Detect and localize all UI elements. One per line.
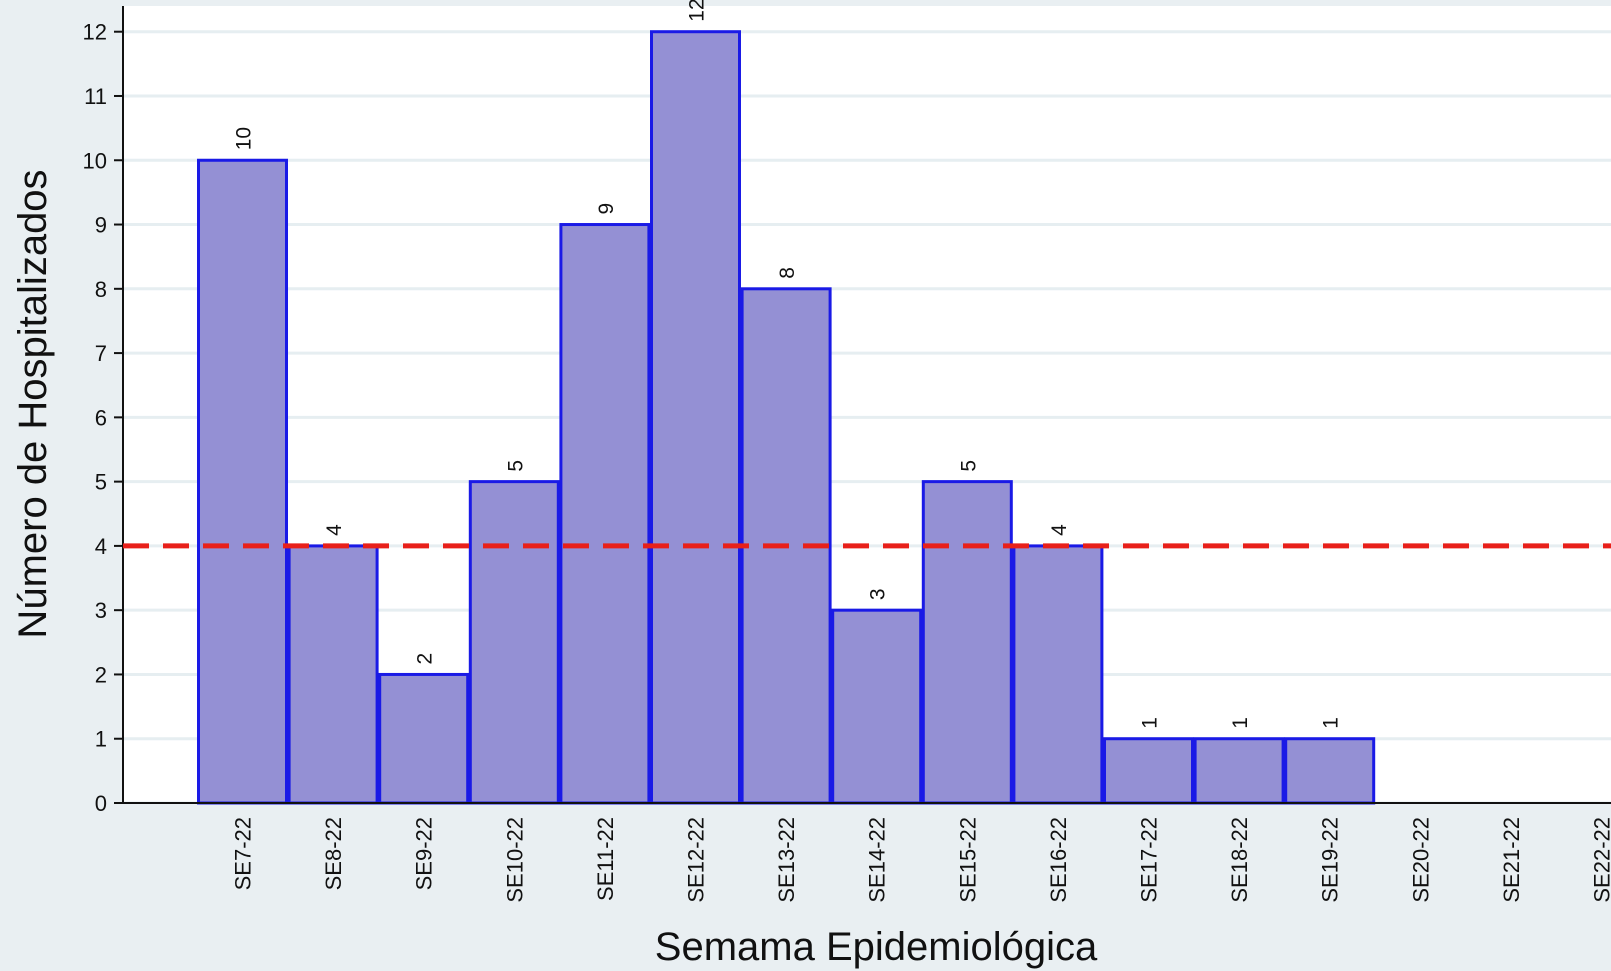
x-tick-label: SE14-22 [865, 817, 890, 903]
bar [650, 30, 741, 805]
x-tick-label: SE19-22 [1318, 817, 1343, 903]
y-tick-label: 0 [95, 791, 107, 816]
bar [921, 480, 1013, 805]
x-tick-label: SE15-22 [955, 817, 980, 903]
value-label: 5 [504, 460, 527, 472]
value-label: 1 [1229, 717, 1252, 729]
y-tick-label: 3 [95, 598, 107, 623]
x-tick-label: SE11-22 [593, 817, 618, 901]
value-label: 4 [1048, 524, 1071, 536]
value-label: 1 [1139, 717, 1162, 729]
y-tick-label: 2 [95, 662, 107, 687]
y-tick-label: 8 [95, 277, 107, 302]
bar [1284, 737, 1376, 805]
y-tick-label: 11 [84, 84, 107, 109]
bar [831, 608, 923, 805]
value-label: 10 [233, 127, 256, 150]
x-tick-label: SE8-22 [321, 817, 346, 890]
x-tick-label: SE7-22 [231, 817, 256, 890]
value-label: 8 [776, 267, 799, 279]
bar [1193, 737, 1285, 805]
value-label: 2 [414, 653, 437, 665]
bar [1103, 737, 1194, 805]
bar [468, 480, 560, 805]
x-tick-label: SE21-22 [1499, 817, 1524, 903]
y-tick-label: 12 [83, 20, 107, 45]
y-tick-label: 5 [95, 470, 107, 495]
x-tick-label: SE10-22 [502, 817, 527, 903]
x-tick-label: SE16-22 [1046, 817, 1071, 903]
x-tick-label: SE18-22 [1227, 817, 1252, 903]
value-label: 5 [957, 460, 980, 472]
value-label: 1 [1320, 717, 1343, 729]
bar [287, 544, 379, 805]
x-tick-label: SE20-22 [1408, 817, 1433, 903]
x-tick-label: SE22-22 [1590, 817, 1611, 903]
value-label: 3 [867, 588, 890, 600]
y-tick-label: 6 [95, 405, 107, 430]
bar [378, 672, 470, 805]
y-tick-label: 7 [95, 341, 107, 366]
x-axis-label: Semama Epidemiológica [655, 925, 1098, 969]
x-tick-label: SE17-22 [1137, 817, 1162, 903]
y-tick-label: 4 [95, 534, 107, 559]
value-label: 4 [323, 524, 346, 536]
y-axis-label: Número de Hospitalizados [11, 169, 55, 638]
y-tick-label: 1 [95, 727, 107, 752]
x-tick-label: SE9-22 [412, 817, 437, 890]
value-label: 9 [595, 203, 618, 215]
bar [1012, 544, 1104, 805]
bar [197, 158, 288, 805]
x-tick-label: SE13-22 [774, 817, 799, 903]
y-tick-label: 10 [83, 148, 107, 173]
y-tick-label: 9 [95, 213, 107, 238]
bar [559, 223, 651, 805]
value-label: 12 [686, 0, 709, 22]
x-tick-label: SE12-22 [684, 817, 709, 903]
